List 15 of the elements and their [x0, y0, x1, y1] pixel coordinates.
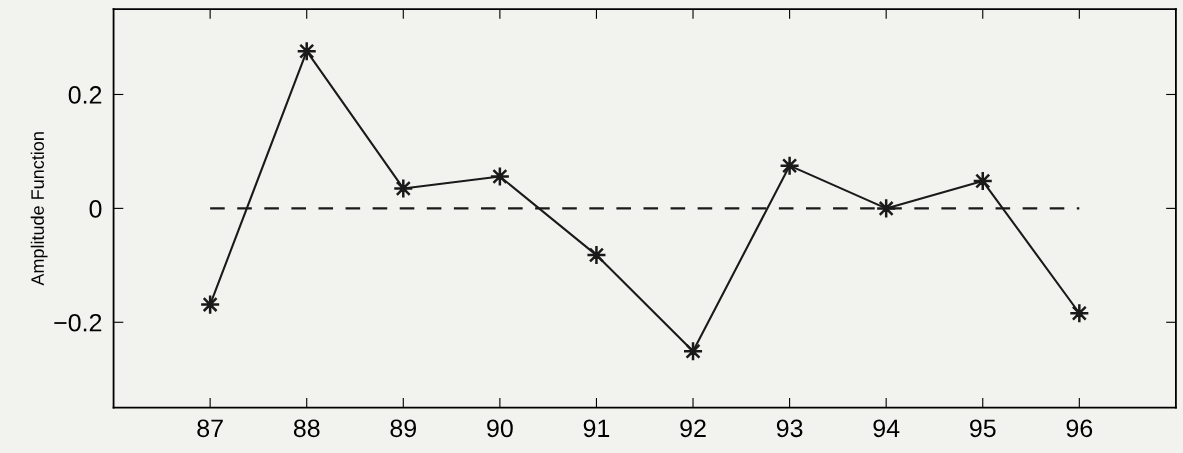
y-axis-title: Amplitude Function	[30, 132, 48, 286]
y-tick-label: 0.2	[68, 86, 102, 104]
x-tick-label: 94	[873, 419, 900, 438]
x-tick-label: 96	[1066, 419, 1093, 438]
y-tick-label: 0	[89, 199, 102, 218]
x-tick-label: 91	[583, 419, 610, 438]
x-tick-label: 93	[776, 419, 803, 438]
x-tick-label: 95	[970, 419, 996, 438]
x-tick-label: 92	[680, 419, 706, 438]
x-tick-label: 89	[390, 419, 417, 438]
x-tick-label: 87	[197, 419, 223, 438]
y-tick-label: −0.2	[54, 313, 102, 332]
point	[489, 166, 511, 187]
x-tick-label: 88	[293, 419, 320, 438]
x-tick-label: 90	[487, 419, 513, 438]
